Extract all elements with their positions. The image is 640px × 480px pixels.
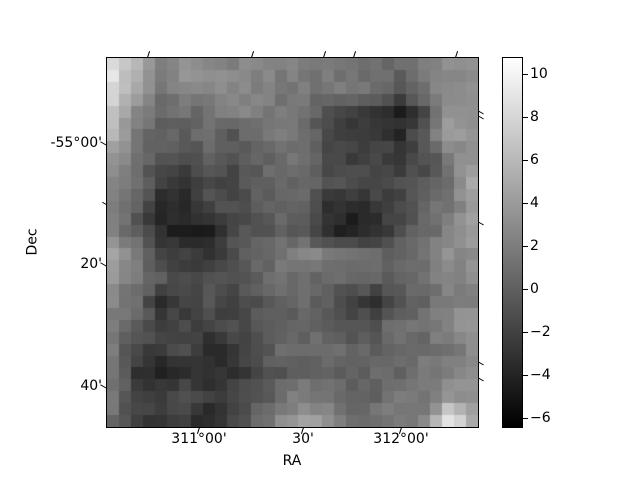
y-tick-label: -55°00' xyxy=(50,135,102,151)
colorbar-tick-label: 4 xyxy=(530,195,539,211)
colorbar-tick-mark xyxy=(523,375,528,376)
y-right-tick-mark xyxy=(478,110,484,115)
y-right-tick-mark xyxy=(478,377,484,382)
x-tick-label: 311°00' xyxy=(171,431,227,447)
x-tick-label: 30' xyxy=(292,431,314,447)
colorbar-tick-mark xyxy=(523,203,528,204)
ra-axis-label: RA xyxy=(282,453,302,469)
colorbar-tick-label: 8 xyxy=(530,109,539,125)
dec-axis-label: Dec xyxy=(24,228,41,256)
heatmap-image xyxy=(107,58,478,427)
colorbar-tick-label: −2 xyxy=(530,324,551,340)
y-tick-label: 40' xyxy=(80,378,102,394)
y-right-tick-mark xyxy=(478,361,484,366)
colorbar-tick-label: −6 xyxy=(530,410,551,426)
colorbar xyxy=(502,57,523,428)
colorbar-tick-label: 6 xyxy=(530,152,539,168)
colorbar-tick-mark xyxy=(523,74,528,75)
colorbar-tick-mark xyxy=(523,289,528,290)
y-tick-label: 20' xyxy=(80,256,102,272)
colorbar-tick-label: 2 xyxy=(530,238,539,254)
plot-frame xyxy=(106,57,479,428)
colorbar-tick-mark xyxy=(523,332,528,333)
colorbar-tick-mark xyxy=(523,160,528,161)
x-tick-label: 312°00' xyxy=(373,431,429,447)
colorbar-tick-label: −4 xyxy=(530,367,551,383)
colorbar-tick-mark xyxy=(523,418,528,419)
colorbar-tick-label: 10 xyxy=(530,66,548,82)
y-right-tick-mark xyxy=(478,221,484,226)
colorbar-tick-mark xyxy=(523,246,528,247)
colorbar-tick-mark xyxy=(523,117,528,118)
y-right-tick-mark xyxy=(478,115,484,120)
colorbar-tick-label: 0 xyxy=(530,281,539,297)
